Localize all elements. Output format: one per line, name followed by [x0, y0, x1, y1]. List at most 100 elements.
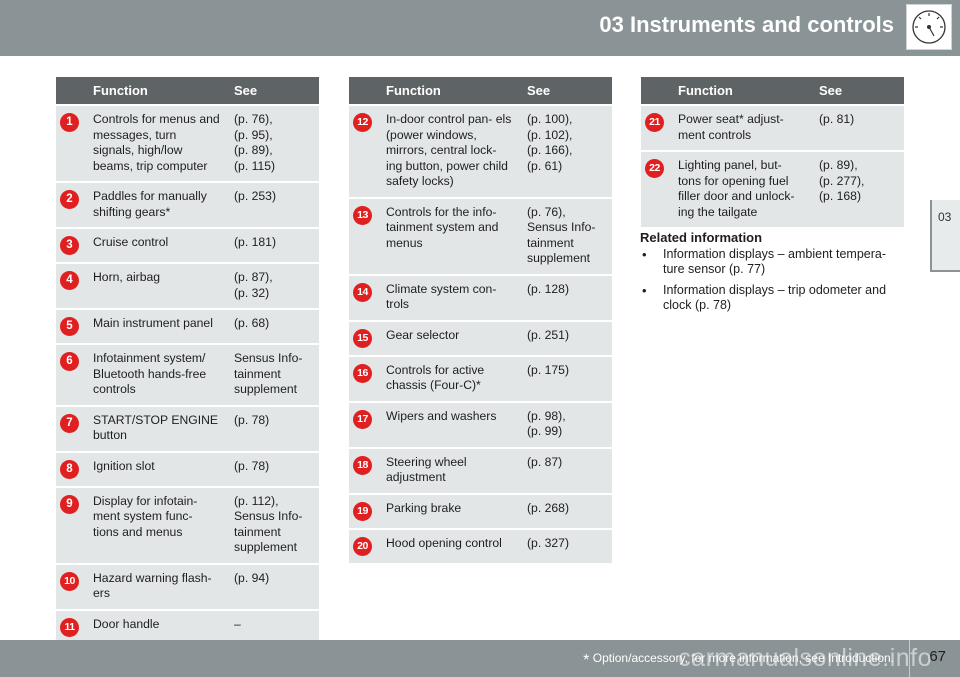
row-number-cell: 4 — [56, 262, 86, 308]
table-row: 1 Controls for menus and messages, turn s… — [56, 104, 319, 181]
callout-number-badge: 14 — [353, 282, 372, 302]
callout-number-badge: 20 — [353, 536, 372, 556]
table-header-see: See — [812, 77, 904, 104]
row-number-cell: 7 — [56, 404, 86, 451]
see-reference-cell[interactable]: (p. 78) — [227, 404, 319, 451]
bullet-icon: • — [642, 246, 647, 262]
see-reference-cell[interactable]: (p. 87), (p. 32) — [227, 262, 319, 308]
chapter-tab-label: 03 — [938, 210, 952, 224]
see-reference-cell[interactable]: (p. 68) — [227, 308, 319, 343]
function-table-2: Function See 12 In-door control pan- els … — [349, 77, 612, 563]
row-number-cell: 13 — [349, 196, 379, 274]
table-row: 7 START/STOP ENGINE button (p. 78) — [56, 404, 319, 451]
see-reference-cell[interactable]: (p. 181) — [227, 227, 319, 262]
table-row: 8 Ignition slot (p. 78) — [56, 450, 319, 486]
table-row: 2 Paddles for manually shifting gears* (p.… — [56, 181, 319, 227]
table-row: 3 Cruise control (p. 181) — [56, 227, 319, 262]
table-row: 10 Hazard warning flash- ers (p. 94) — [56, 562, 319, 609]
related-link[interactable]: • Information displays – trip odometer an… — [640, 283, 902, 314]
function-cell: Controls for active chassis (Four-C)* — [379, 354, 520, 401]
see-reference-cell[interactable]: (p. 251) — [520, 319, 612, 355]
see-reference-cell[interactable]: (p. 100), (p. 102), (p. 166), (p. 61) — [520, 104, 612, 197]
function-cell: Cruise control — [86, 227, 227, 262]
see-reference-cell[interactable]: (p. 89), (p. 277), (p. 168) — [812, 150, 904, 227]
row-number-cell: 21 — [641, 104, 671, 150]
table-header-number — [641, 77, 671, 104]
row-number-cell: 8 — [56, 450, 86, 486]
callout-number-badge: 21 — [645, 113, 664, 132]
function-cell: Controls for menus and messages, turn si… — [86, 104, 227, 181]
see-reference-cell[interactable]: (p. 175) — [520, 354, 612, 401]
row-number-cell: 14 — [349, 273, 379, 320]
table-row: 11 Door handle – — [56, 608, 319, 644]
chapter-tab[interactable]: 03 — [930, 200, 960, 272]
see-reference-cell[interactable]: (p. 78) — [227, 450, 319, 486]
callout-number-badge: 12 — [353, 113, 372, 132]
see-reference-cell[interactable]: (p. 268) — [520, 492, 612, 528]
table-header-see: See — [227, 77, 319, 104]
footnote-star: * — [583, 652, 590, 669]
function-cell: In-door control pan- els (power windows,… — [379, 104, 520, 197]
instrument-gauge-icon — [906, 4, 952, 50]
footnote: * Option/accessory, for more information… — [583, 651, 894, 670]
table-header-number — [56, 77, 86, 104]
row-number-cell: 9 — [56, 485, 86, 563]
callout-number-badge: 6 — [60, 352, 79, 371]
see-reference-cell[interactable]: (p. 128) — [520, 273, 612, 320]
table-row: 16 Controls for active chassis (Four-C)*(… — [349, 354, 612, 401]
see-reference-cell[interactable]: (p. 98), (p. 99) — [520, 400, 612, 447]
row-number-cell: 6 — [56, 343, 86, 405]
callout-number-badge: 19 — [353, 501, 372, 521]
table-header-see: See — [520, 77, 612, 104]
table-row: 12 In-door control pan- els (power window… — [349, 104, 612, 197]
callout-number-badge: 2 — [60, 190, 79, 209]
table-row: 15 Gear selector (p. 251) — [349, 319, 612, 355]
row-number-cell: 3 — [56, 227, 86, 262]
row-number-cell: 22 — [641, 150, 671, 227]
callout-number-badge: 13 — [353, 205, 372, 225]
page-header: 03 Instruments and controls — [0, 0, 960, 56]
callout-number-badge: 1 — [60, 113, 79, 132]
table-row: 21 Power seat* adjust- ment controls (p. 8… — [641, 104, 904, 150]
callout-number-badge: 9 — [60, 494, 79, 514]
related-link[interactable]: • Information displays – ambient tempera-… — [640, 247, 902, 278]
related-heading: Related information — [640, 230, 763, 245]
see-reference-cell[interactable]: (p. 76), (p. 95), (p. 89), (p. 115) — [227, 104, 319, 181]
callout-number-badge: 11 — [60, 617, 79, 637]
table-row: 14 Climate system con- trols (p. 128) — [349, 273, 612, 320]
callout-number-badge: 18 — [353, 455, 372, 475]
function-cell: Parking brake — [379, 492, 520, 528]
table-row: 6 Infotainment system/ Bluetooth hands-fr… — [56, 343, 319, 405]
table-row: 19 Parking brake (p. 268) — [349, 492, 612, 528]
row-number-cell: 18 — [349, 446, 379, 493]
table-row: 20 Hood opening control (p. 327) — [349, 527, 612, 563]
see-reference-cell[interactable]: (p. 87) — [520, 446, 612, 493]
table-row: 22 Lighting panel, but- tons for opening … — [641, 150, 904, 227]
table-row: 13 Controls for the info- tainment system… — [349, 196, 612, 274]
see-reference-cell[interactable]: – — [227, 608, 319, 644]
row-number-cell: 11 — [56, 608, 86, 644]
function-cell: Wipers and washers — [379, 400, 520, 447]
function-cell: Hazard warning flash- ers — [86, 562, 227, 609]
see-reference-cell[interactable]: (p. 94) — [227, 562, 319, 609]
function-cell: Steering wheel adjustment — [379, 446, 520, 493]
function-cell: Horn, airbag — [86, 262, 227, 308]
related-information: Related information • Information display… — [640, 230, 902, 319]
see-reference-cell[interactable]: (p. 327) — [520, 527, 612, 563]
see-reference-cell[interactable]: Sensus Info- tainment supplement — [227, 343, 319, 405]
page-title: 03 Instruments and controls — [599, 12, 894, 37]
see-reference-cell[interactable]: (p. 253) — [227, 181, 319, 227]
row-number-cell: 12 — [349, 104, 379, 197]
see-reference-cell[interactable]: (p. 81) — [812, 104, 904, 150]
callout-number-badge: 3 — [60, 236, 79, 255]
watermark: carmanualsonline.info — [678, 644, 932, 672]
function-cell: Gear selector — [379, 319, 520, 355]
callout-number-badge: 4 — [60, 271, 79, 290]
row-number-cell: 17 — [349, 400, 379, 447]
see-reference-cell[interactable]: (p. 112), Sensus Info- tainment suppleme… — [227, 485, 319, 563]
row-number-cell: 15 — [349, 319, 379, 355]
table-row: 4 Horn, airbag (p. 87), (p. 32) — [56, 262, 319, 308]
function-cell: Climate system con- trols — [379, 273, 520, 320]
table-row: 17 Wipers and washers (p. 98), (p. 99) — [349, 400, 612, 447]
see-reference-cell[interactable]: (p. 76), Sensus Info- tainment supplemen… — [520, 196, 612, 274]
